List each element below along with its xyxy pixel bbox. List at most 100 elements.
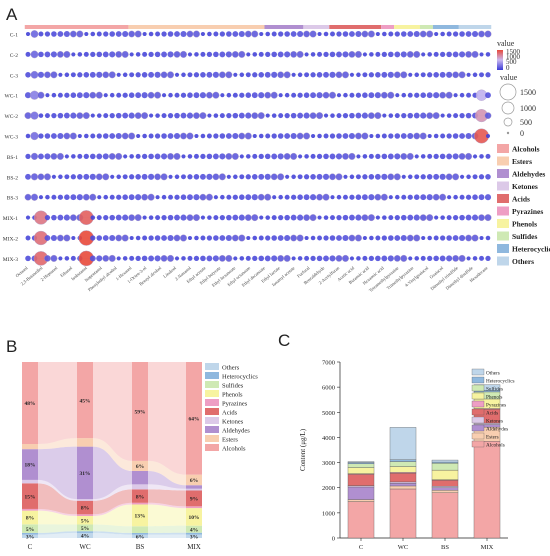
data-dot (375, 31, 380, 37)
data-dot (362, 174, 368, 180)
data-dot (459, 92, 465, 98)
data-dot (381, 51, 387, 58)
data-dot (193, 72, 200, 78)
data-dot (225, 254, 233, 262)
data-dot (322, 91, 330, 99)
data-dot (472, 214, 479, 221)
row-label: WC-1 (5, 94, 19, 100)
data-dot (369, 133, 374, 139)
data-dot (141, 193, 148, 201)
row-label: C-2 (10, 53, 19, 59)
data-dot (479, 52, 484, 57)
data-dot (427, 133, 432, 139)
data-dot (167, 234, 174, 242)
data-dot (115, 152, 123, 160)
data-dot (148, 51, 154, 58)
data-dot (414, 256, 420, 261)
data-dot (57, 92, 63, 98)
legend-label-phenols: Phenols (512, 220, 537, 229)
data-label: 5% (81, 518, 89, 524)
data-dot (479, 255, 484, 261)
legend-swatch-pyrazines (497, 206, 509, 216)
data-dot (115, 51, 123, 58)
data-dot (349, 112, 355, 119)
data-dot (84, 31, 89, 37)
node-sulfides (186, 525, 202, 533)
data-dot (96, 51, 103, 58)
data-dot (154, 133, 161, 139)
data-dot (317, 31, 322, 37)
data-dot (270, 91, 278, 99)
data-dot (304, 72, 310, 78)
data-dot (116, 174, 121, 180)
data-dot (401, 174, 406, 179)
data-dot (400, 153, 408, 160)
data-dot (141, 112, 149, 120)
data-dot (362, 72, 368, 78)
data-dot (420, 255, 426, 261)
data-dot (258, 92, 265, 99)
data-dot (420, 174, 426, 180)
data-dot (310, 92, 316, 99)
data-dot (102, 255, 110, 262)
data-dot (135, 194, 142, 201)
data-label: 59% (135, 410, 146, 416)
y-tick-label: 4000 (322, 435, 335, 442)
data-dot (466, 174, 471, 180)
data-dot (252, 235, 258, 241)
data-dot (207, 31, 212, 37)
data-label: 8% (26, 516, 34, 522)
data-dot (109, 112, 115, 119)
data-dot (232, 112, 239, 119)
data-dot (323, 215, 329, 220)
data-dot (426, 174, 433, 180)
data-dot (30, 50, 39, 59)
data-dot (361, 132, 369, 140)
bar-phenols (347, 467, 375, 474)
data-dot (148, 71, 155, 78)
data-dot (394, 31, 400, 37)
data-dot (83, 153, 89, 160)
data-dot (64, 72, 70, 78)
data-dot (374, 173, 381, 180)
data-dot (342, 51, 349, 58)
data-dot (96, 31, 102, 37)
data-dot (381, 133, 387, 139)
panel-a-label: A (6, 5, 18, 24)
data-dot (213, 133, 219, 139)
data-dot (129, 174, 135, 180)
data-dot (193, 174, 200, 180)
data-dot (226, 31, 232, 37)
x-tick-label: MIX (481, 544, 494, 551)
data-dot (154, 235, 161, 241)
data-dot (115, 31, 122, 37)
data-dot (200, 235, 206, 241)
data-dot (349, 174, 355, 180)
legend-swatch-alcohols (471, 440, 485, 448)
x-tick-label: C (28, 543, 33, 551)
data-dot (278, 194, 283, 200)
legend-swatch-phenols (471, 392, 485, 400)
legend-label-phenols: Phenols (486, 395, 502, 401)
data-label: 31% (80, 471, 91, 477)
data-dot (168, 194, 173, 200)
data-dot (316, 112, 324, 120)
data-dot (406, 152, 414, 160)
data-dot (233, 72, 238, 77)
data-dot (336, 93, 342, 98)
data-dot (309, 214, 317, 222)
data-dot (213, 215, 219, 221)
data-dot (58, 256, 63, 261)
data-dot (446, 255, 453, 262)
data-dot (329, 153, 336, 160)
y-tick-label: 5000 (322, 410, 335, 417)
flow-alcohols (93, 362, 132, 461)
band-alcohols (24, 25, 129, 29)
legend-label-acids: Acids (486, 411, 498, 417)
data-dot (76, 92, 83, 99)
data-dot (238, 132, 246, 140)
bar-alcohols (347, 501, 375, 539)
data-dot (25, 215, 31, 220)
legend-label-aldehydes: Aldehydes (512, 170, 545, 179)
